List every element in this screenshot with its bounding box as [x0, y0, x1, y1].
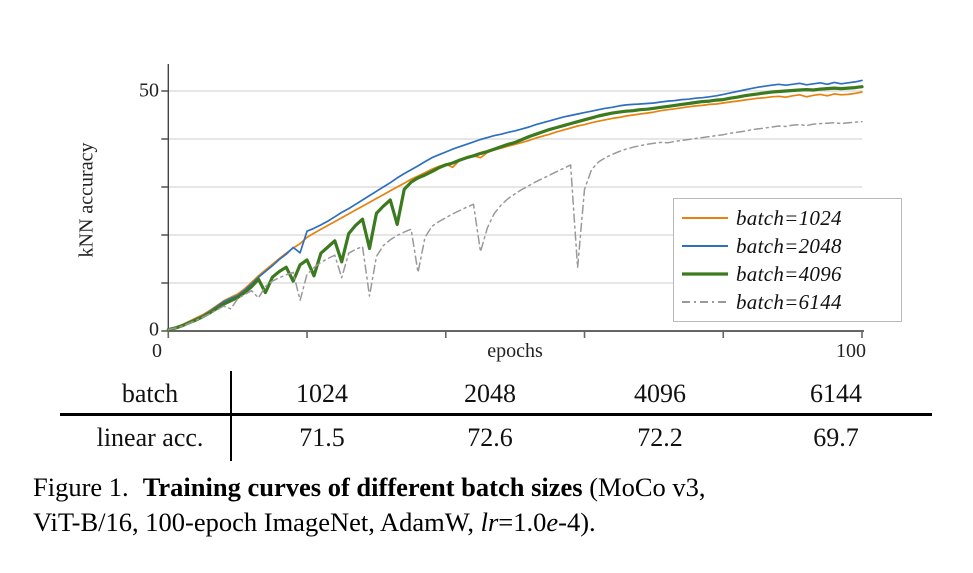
table-acc-6144: 69.7	[813, 423, 859, 452]
table-header-label: batch	[121, 379, 179, 408]
caption-line-2: ViT-B/16, 100-epoch ImageNet, AdamW, lr=…	[33, 507, 596, 537]
chart-legend: batch=1024 batch=2048 batch=4096 batch=6…	[673, 198, 902, 322]
legend-entry-batch-1024: batch=1024	[674, 204, 901, 232]
table-acc-2048: 72.6	[467, 423, 513, 452]
y-axis-label: kNN accuracy	[75, 142, 98, 258]
legend-label: batch=6144	[736, 289, 842, 314]
table-acc-1024: 71.5	[299, 423, 345, 452]
x-tick-label-0: 0	[152, 340, 162, 362]
x-tick-label-100: 100	[836, 340, 866, 362]
x-axis-label: epochs	[487, 340, 543, 362]
legend-label: batch=1024	[736, 205, 842, 230]
table-header-6144: 6144	[810, 379, 862, 408]
legend-label: batch=4096	[736, 261, 842, 286]
table-header-2048: 2048	[464, 379, 516, 408]
caption-title: Training curves of different batch sizes	[142, 472, 583, 502]
legend-label: batch=2048	[736, 233, 842, 258]
table-vertical-rule	[230, 371, 232, 461]
legend-line-sample-icon	[682, 301, 728, 303]
legend-entry-batch-2048: batch=2048	[674, 232, 901, 260]
table-row-label: linear acc.	[96, 423, 204, 452]
table-acc-4096: 72.2	[637, 423, 683, 452]
table-header-4096: 4096	[634, 379, 686, 408]
table-horizontal-rule	[60, 413, 932, 416]
y-tick-label-50: 50	[139, 79, 159, 102]
training-curves-chart	[161, 64, 864, 338]
legend-entry-batch-6144: batch=6144	[674, 288, 901, 316]
figure-caption: Figure 1. Training curves of different ba…	[33, 470, 953, 540]
legend-line-sample-icon	[682, 245, 728, 247]
caption-figure-number: Figure 1.	[33, 472, 129, 502]
caption-line-1: Figure 1. Training curves of different ba…	[33, 470, 953, 505]
table-header-1024: 1024	[296, 379, 348, 408]
caption-rest: (MoCo v3,	[582, 472, 706, 502]
y-tick-label-0: 0	[149, 318, 159, 341]
legend-line-sample-icon	[682, 272, 728, 276]
legend-entry-batch-4096: batch=4096	[674, 260, 901, 288]
results-table: batch 1024 2048 4096 6144 linear acc. 71…	[0, 365, 973, 465]
legend-line-sample-icon	[682, 217, 728, 219]
